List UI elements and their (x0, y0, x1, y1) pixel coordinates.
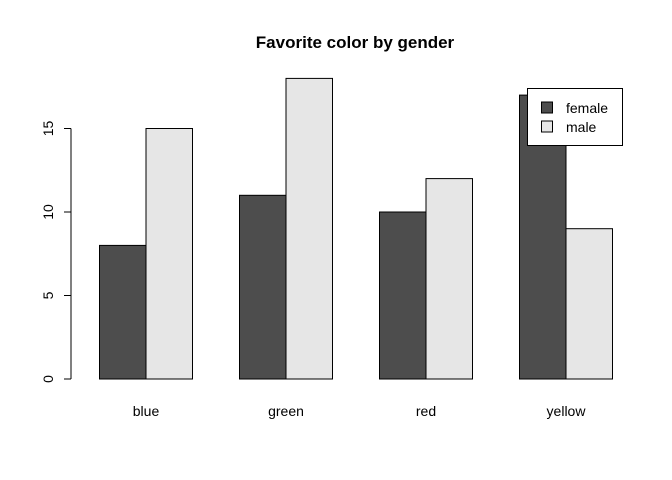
bar-female-blue (99, 244, 147, 380)
x-axis-labels: blue green red yellow (133, 403, 587, 419)
y-tick-label: 15 (40, 121, 56, 137)
bar-male-red (425, 178, 473, 380)
bar-male-blue (145, 128, 193, 380)
bar-male-yellow (565, 228, 613, 380)
bars (99, 77, 613, 380)
legend-box (527, 88, 623, 146)
chart-title: Favorite color by gender (256, 33, 455, 52)
y-tick-label: 5 (40, 291, 56, 299)
legend: female male (527, 88, 623, 146)
y-tick-label: 10 (40, 204, 56, 220)
bar-male-green (285, 77, 333, 380)
legend-label-male: male (566, 119, 597, 135)
bar-female-green (239, 194, 287, 380)
y-axis: 0 5 10 15 (40, 121, 72, 383)
x-tick-label: red (416, 403, 436, 419)
y-tick-label: 0 (40, 375, 56, 383)
bar-female-red (379, 211, 427, 380)
x-tick-label: green (268, 403, 304, 419)
legend-label-female: female (566, 100, 608, 116)
legend-swatch-male (541, 120, 553, 133)
x-tick-label: yellow (547, 403, 587, 419)
x-tick-label: blue (133, 403, 160, 419)
legend-swatch-female (541, 101, 553, 114)
